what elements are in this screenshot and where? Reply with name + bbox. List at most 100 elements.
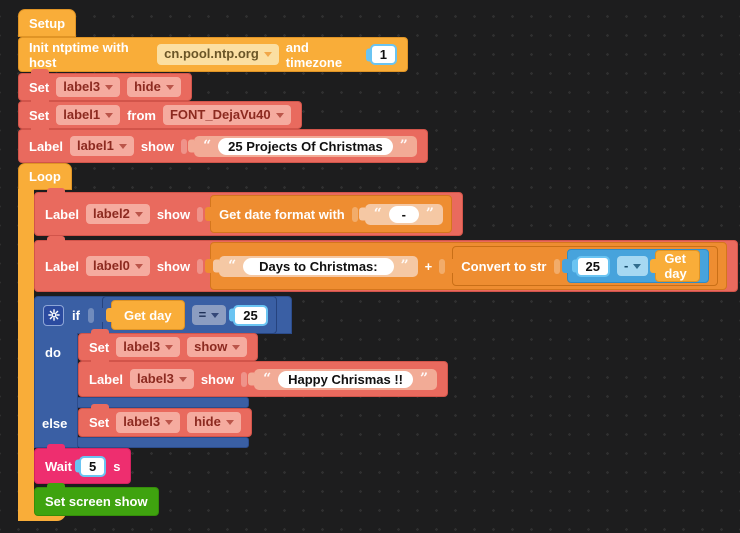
visibility-dropdown[interactable]: hide xyxy=(187,412,241,433)
convert-label: Convert to str xyxy=(461,258,547,274)
set-font-block[interactable]: Set label1 from FONT_DejaVu40 xyxy=(18,97,302,129)
setup-hat-block[interactable]: Setup xyxy=(18,9,77,37)
string-value[interactable]: 25 Projects Of Christmas xyxy=(218,137,393,155)
convert-to-str-block[interactable]: Convert to str 25 - Get day xyxy=(452,246,718,286)
compare-operator-value: = xyxy=(198,306,207,322)
string-input[interactable]: “ 25 Projects Of Christmas ” xyxy=(194,135,417,157)
font-dropdown[interactable]: FONT_DejaVu40 xyxy=(162,104,291,126)
do-set-label3-show-block[interactable]: Set label3 show xyxy=(78,329,259,361)
value-socket xyxy=(439,258,446,274)
label-keyword: Label xyxy=(29,138,63,154)
label-target-dropdown[interactable]: label2 xyxy=(85,203,150,225)
get-day-block[interactable]: Get day xyxy=(655,250,700,282)
notch xyxy=(91,404,109,410)
if-header[interactable]: if Get day = 25 xyxy=(34,296,292,334)
operator-value: - xyxy=(623,257,629,273)
show-keyword: show xyxy=(200,371,235,387)
label-keyword: Label xyxy=(45,258,79,274)
string-input[interactable]: “ Days to Christmas: ” xyxy=(219,255,418,277)
wait-block[interactable]: Wait 5 s xyxy=(34,444,132,484)
visibility-value: hide xyxy=(194,414,221,430)
set-keyword: Set xyxy=(29,107,50,123)
chevron-down-icon xyxy=(134,263,143,269)
close-quote: ” xyxy=(400,258,409,274)
label0-show-block[interactable]: Label label0 show “ Days to Christmas: ”… xyxy=(34,236,738,292)
operator-dropdown[interactable]: - xyxy=(616,255,649,277)
notch xyxy=(31,125,49,131)
if-keyword: if xyxy=(72,307,80,323)
timezone-input[interactable]: 1 xyxy=(369,44,397,65)
label2-show-block[interactable]: Label label2 show Get date format with “… xyxy=(34,188,463,236)
else-set-label3-hide-block[interactable]: Set label3 hide xyxy=(78,404,252,437)
loop-label: Loop xyxy=(29,169,61,184)
target-value: label2 xyxy=(92,205,130,221)
loop-spine xyxy=(18,189,34,521)
label-keyword: Label xyxy=(89,371,123,387)
string-input[interactable]: “ - ” xyxy=(364,203,443,225)
target-value: label0 xyxy=(92,257,130,273)
value-socket xyxy=(197,258,204,274)
open-quote: “ xyxy=(263,371,272,387)
chevron-down-icon xyxy=(105,84,114,90)
number-input[interactable]: 25 xyxy=(575,255,610,277)
set-screen-show-label: Set screen show xyxy=(45,494,148,509)
chevron-down-icon xyxy=(232,344,241,350)
init-text1: Init ntptime with host xyxy=(29,39,129,70)
chevron-down-icon xyxy=(178,376,187,382)
label-target-dropdown[interactable]: label3 xyxy=(116,412,181,433)
if-bottom-bar xyxy=(77,437,249,448)
chevron-down-icon xyxy=(211,312,220,318)
number-input[interactable]: 25 xyxy=(233,304,268,326)
label-target-dropdown[interactable]: label1 xyxy=(69,135,134,157)
target-value: label3 xyxy=(123,338,161,354)
wait-keyword: Wait xyxy=(45,458,72,474)
string-input[interactable]: “ Happy Chrismas !! ” xyxy=(254,368,438,390)
notch xyxy=(91,357,109,363)
compare-operator-dropdown[interactable]: = xyxy=(191,304,227,326)
chevron-down-icon xyxy=(263,52,272,57)
date-format-block[interactable]: Get date format with “ - ” xyxy=(210,195,452,233)
gear-icon[interactable] xyxy=(43,304,64,326)
else-keyword: else xyxy=(42,416,68,431)
chevron-down-icon xyxy=(134,211,143,217)
visibility-value: hide xyxy=(134,78,161,94)
label-target-dropdown[interactable]: label3 xyxy=(56,76,121,98)
get-day-label: Get day xyxy=(123,307,172,323)
number-input[interactable]: 5 xyxy=(78,455,107,477)
number-value: 25 xyxy=(585,258,600,274)
set-label3-hide-block[interactable]: Set label3 hide xyxy=(18,69,192,101)
seconds-unit: s xyxy=(113,458,121,474)
string-concat-block[interactable]: “ Days to Christmas: ” + Convert to str … xyxy=(210,242,727,290)
if-else-separator xyxy=(77,397,249,408)
label-target-dropdown[interactable]: label0 xyxy=(85,255,150,277)
string-value[interactable]: - xyxy=(388,205,419,223)
label1-show-block[interactable]: Label label1 show “ 25 Projects Of Chris… xyxy=(18,125,428,163)
get-day-block[interactable]: Get day xyxy=(110,300,185,330)
label-target-dropdown[interactable]: label3 xyxy=(116,336,181,358)
math-subtract-block[interactable]: 25 - Get day xyxy=(566,249,709,283)
set-screen-show-block[interactable]: Set screen show xyxy=(34,483,159,516)
notch xyxy=(47,236,65,242)
loop-hat-block[interactable]: Loop xyxy=(18,163,72,190)
host-dropdown[interactable]: cn.pool.ntp.org xyxy=(157,44,279,65)
chevron-down-icon xyxy=(225,420,234,425)
if-spine: do else xyxy=(34,333,78,448)
string-value[interactable]: Days to Christmas: xyxy=(243,257,394,275)
compare-block[interactable]: Get day = 25 xyxy=(101,296,277,334)
do-label3-show-block[interactable]: Label label3 show “ Happy Chrismas !! ” xyxy=(78,357,449,397)
target-value: label3 xyxy=(136,370,174,386)
value-socket xyxy=(241,371,248,387)
init-text2: and timezone xyxy=(285,39,343,70)
show-keyword: show xyxy=(156,258,191,274)
visibility-dropdown[interactable]: hide xyxy=(127,76,181,98)
init-ntptime-block[interactable]: Init ntptime with host cn.pool.ntp.org a… xyxy=(18,37,408,72)
visibility-dropdown[interactable]: show xyxy=(187,336,248,358)
host-value: cn.pool.ntp.org xyxy=(164,46,259,62)
label-target-dropdown[interactable]: label1 xyxy=(56,104,121,126)
chevron-down-icon xyxy=(118,143,127,149)
target-value: label3 xyxy=(123,414,161,430)
label-target-dropdown[interactable]: label3 xyxy=(129,368,194,390)
string-value[interactable]: Happy Chrismas !! xyxy=(278,370,413,388)
notch xyxy=(47,444,65,450)
